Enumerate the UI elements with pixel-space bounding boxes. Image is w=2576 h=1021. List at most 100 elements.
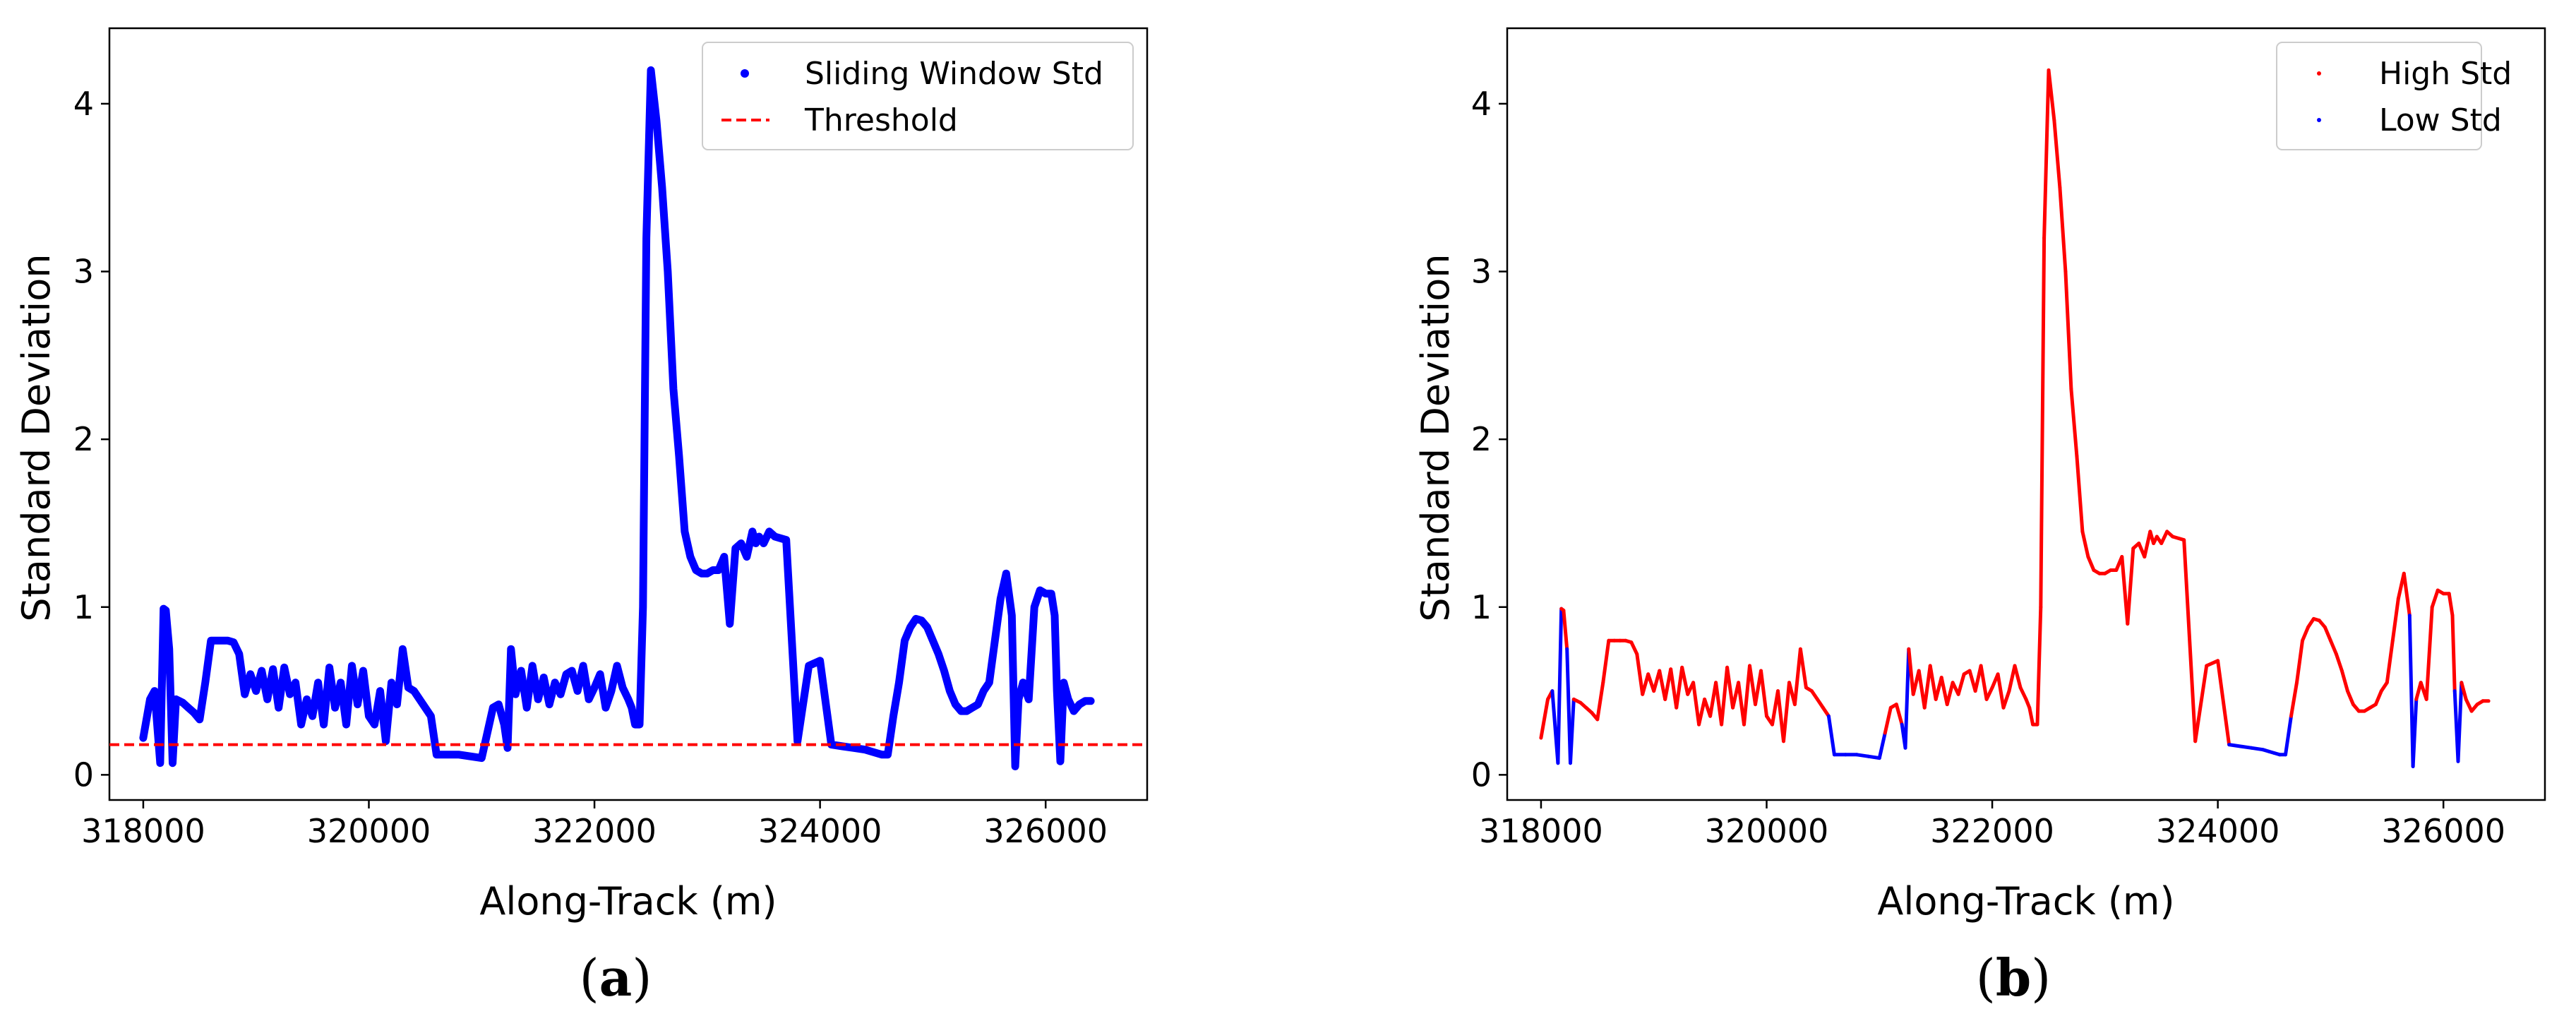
high-std-segment (2143, 530, 2152, 559)
high-std-segment (2390, 597, 2400, 643)
high-std-segment (1629, 640, 1639, 656)
legend-label-threshold: Threshold (804, 102, 958, 138)
x-tick-label: 326000 (2381, 812, 2505, 850)
high-std-segment (2464, 697, 2474, 713)
high-std-segment (1945, 681, 1955, 707)
high-std-segment (2075, 454, 2085, 534)
high-std-segment (2402, 571, 2412, 618)
high-std-segment (2334, 652, 2344, 673)
high-std-segment (2450, 614, 2457, 693)
x-tick-label: 320000 (1705, 812, 1829, 850)
low-std-segment (2227, 743, 2243, 748)
legend-marker-sliding-window-std (741, 69, 749, 78)
high-std-segment (2182, 538, 2198, 744)
high-std-segment (1595, 681, 1605, 722)
high-std-segment (2126, 547, 2135, 626)
y-tick-label: 0 (73, 756, 94, 794)
y-axis-label-a: Standard Deviation (14, 253, 59, 621)
high-std-segment (2216, 659, 2231, 747)
high-std-segment (2039, 236, 2047, 609)
legend-frame-b (2276, 42, 2482, 150)
high-std-segment (2430, 588, 2440, 609)
high-std-segment (2385, 638, 2395, 685)
high-std-segment (1658, 669, 1667, 701)
panel-b: 318000 320000 322000 324000 326000 0 1 2 3 4 Alon… (1413, 27, 2546, 1008)
legend-a: Sliding Window Std Threshold (702, 42, 1134, 150)
high-std-segment (2086, 555, 2096, 572)
low-std-segment (1877, 731, 1887, 760)
plot-area-a: 318000 320000 322000 324000 326000 0 1 2 3 4 (73, 27, 1149, 850)
high-std-segment (1675, 665, 1684, 710)
high-std-segment (1907, 647, 1915, 696)
high-std-segment (2052, 119, 2062, 190)
high-std-segment (2323, 625, 2332, 643)
legend-marker-low-std (2317, 118, 2321, 122)
plot-area-b: 318000 320000 322000 324000 326000 0 1 2 3 4 (1471, 27, 2546, 850)
high-std-segment (1697, 697, 1707, 727)
high-std-segment (2460, 681, 2468, 701)
high-std-segment (1956, 672, 1966, 696)
high-std-segment (2171, 535, 2186, 542)
x-axis-label-a: Along-Track (m) (479, 879, 777, 924)
high-std-segment (1759, 669, 1768, 718)
x-tick-label: 320000 (307, 812, 431, 850)
axes-frame (1506, 27, 2546, 801)
high-std-segment (2058, 186, 2068, 273)
y-tick-label: 4 (73, 85, 94, 123)
high-std-segment (2373, 689, 2383, 707)
high-std-segment (1669, 667, 1679, 710)
legend-label-sliding-window-std: Sliding Window Std (805, 56, 1103, 92)
high-std-segment (2289, 681, 2299, 718)
high-std-segment (1562, 609, 1569, 651)
x-tick-label: 326000 (983, 812, 1108, 850)
caption-b: (b) (1976, 948, 2051, 1008)
low-std-segment (1855, 753, 1870, 758)
low-std-segment (2250, 746, 2265, 752)
x-tick-label: 318000 (1479, 812, 1603, 850)
high-std-segment (1798, 647, 1808, 690)
high-std-segment (2042, 68, 2051, 240)
high-std-segment (2328, 638, 2338, 656)
caption-a: (a) (580, 948, 652, 1008)
y-tick-label: 4 (1471, 85, 1492, 123)
x-tick-label: 322000 (532, 812, 657, 850)
high-std-segment (1792, 647, 1802, 707)
low-std-segment (2284, 714, 2293, 757)
high-std-segment (2193, 664, 2209, 744)
legend-label-low-std: Low Std (2379, 102, 2502, 138)
high-std-segment (1996, 672, 2006, 710)
high-std-segment (1979, 664, 1989, 701)
legend-frame-a (702, 42, 1134, 150)
high-std-segment (2447, 592, 2455, 618)
y-axis-label-b: Standard Deviation (1413, 253, 1458, 621)
series-line-sliding-window-std (139, 66, 1095, 770)
y-tick-label: 3 (73, 253, 94, 291)
low-std-segment (1866, 754, 1881, 760)
high-std-segment (1894, 703, 1904, 727)
high-std-segment (1939, 676, 1949, 707)
high-std-segment (2018, 686, 2028, 701)
low-std-segment (2456, 681, 2464, 763)
low-std-segment (1826, 714, 1836, 757)
high-std-segment (1641, 672, 1651, 696)
y-tick-label: 2 (73, 420, 94, 458)
y-tick-label: 3 (1471, 253, 1492, 291)
high-std-segment (1742, 664, 1751, 727)
low-std-segment (1903, 647, 1911, 750)
y-tick-label: 2 (1471, 420, 1492, 458)
high-std-segment (2159, 530, 2169, 545)
high-std-segment (1680, 665, 1690, 696)
x-tick-label: 324000 (2156, 812, 2280, 850)
high-std-segment (2001, 689, 2011, 710)
high-std-segment (2035, 605, 2043, 727)
high-std-segment (2340, 669, 2349, 693)
high-std-segment (1883, 705, 1893, 735)
legend-label-high-std: High Std (2379, 56, 2512, 92)
high-std-segment (2013, 664, 2023, 690)
legend-b: High Std Low Std (2276, 42, 2512, 150)
panel-a: 318000 320000 322000 324000 326000 0 1 2 3 4 Alon… (14, 27, 1149, 1008)
low-std-segment (2239, 744, 2254, 750)
high-std-segment (2120, 555, 2130, 626)
low-std-segment (1556, 607, 1564, 765)
high-std-segment (1601, 638, 1611, 685)
